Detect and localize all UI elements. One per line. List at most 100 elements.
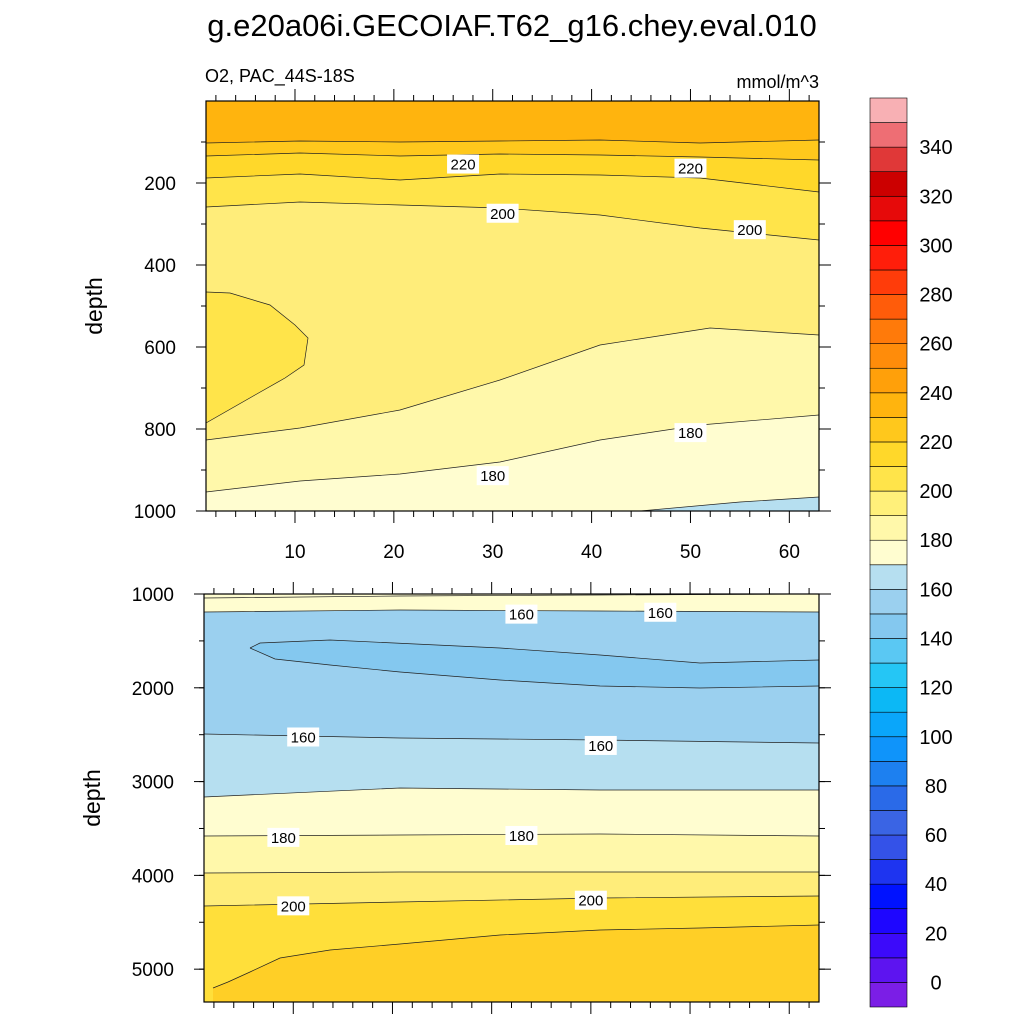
contour-label: 220 — [674, 158, 707, 178]
fill-210-220 — [213, 925, 819, 1002]
y-tick-label: 1000 — [134, 502, 176, 523]
contour-label-text: 200 — [737, 222, 762, 239]
chart-title: g.e20a06i.GECOIAF.T62_g16.chey.eval.010 — [207, 8, 816, 43]
contour-label-text: 160 — [291, 730, 316, 747]
contour-label: 180 — [267, 827, 300, 847]
colorbar-label: 220 — [919, 432, 952, 454]
upper-contour-labels: 220 220 200 200 180 180 — [447, 154, 766, 486]
colorbar-label: 100 — [919, 727, 952, 749]
colorbar-label: 180 — [919, 530, 952, 552]
x-tick-label: 40 — [581, 542, 602, 563]
colorbar-swatch — [869, 638, 908, 664]
fill-200-core — [206, 292, 308, 423]
contour-label: 200 — [733, 220, 766, 240]
fill-170-180 — [206, 415, 819, 511]
colorbar-swatch — [869, 564, 908, 590]
x-tick-label: 10 — [284, 542, 305, 563]
colorbar-swatch — [869, 589, 908, 615]
colorbar-label: 80 — [925, 776, 947, 798]
upper-contour-fill — [206, 101, 819, 511]
colorbar-swatch — [869, 417, 908, 443]
colorbar-label: 0 — [930, 972, 941, 994]
contour-label: 160 — [584, 735, 617, 755]
upper-y-ticks: 200 400 600 800 1000 — [134, 141, 831, 523]
y-tick-label: 200 — [144, 174, 176, 195]
colorbar-swatch — [869, 171, 908, 197]
contour-label-text: 220 — [451, 157, 476, 174]
contour-label-text: 200 — [490, 206, 515, 223]
contour-label: 220 — [447, 154, 480, 174]
colorbar-label: 60 — [925, 825, 947, 847]
colorbar-swatch — [869, 245, 908, 271]
colorbar-swatch — [869, 466, 908, 492]
colorbar-swatch — [869, 834, 908, 860]
colorbar-swatch — [869, 662, 908, 688]
colorbar-swatch — [869, 367, 908, 394]
colorbar-swatch — [869, 343, 908, 369]
colorbar-swatch — [869, 883, 908, 910]
colorbar-swatch — [869, 785, 908, 811]
colorbar-swatch — [869, 810, 908, 836]
y-tick-label: 1000 — [132, 585, 174, 606]
colorbar-label: 160 — [919, 579, 952, 601]
upper-panel: 220 220 200 200 180 180 200 400 600 800 1000 10 20… — [81, 89, 831, 563]
colorbar-swatch — [869, 932, 908, 959]
y-tick-label: 400 — [144, 256, 176, 277]
contour-label: 160 — [505, 604, 538, 624]
lower-x-ticks — [213, 582, 810, 1014]
contour-label: 160 — [644, 602, 677, 622]
colorbar-label: 120 — [919, 678, 952, 700]
x-tick-label: 60 — [779, 542, 800, 563]
colorbar-swatch — [869, 761, 908, 787]
fill-160-170 — [640, 497, 819, 511]
colorbar-label: 140 — [919, 628, 952, 650]
colorbar-swatch — [869, 220, 908, 246]
contour-label: 180 — [476, 466, 509, 486]
contour-label: 160 — [287, 727, 320, 747]
y-tick-label: 5000 — [132, 960, 174, 981]
upper-x-ticks: 10 20 30 40 50 60 — [215, 89, 810, 563]
x-tick-label: 50 — [680, 542, 701, 563]
colorbar-label: 200 — [919, 481, 952, 503]
contour-label: 200 — [486, 203, 519, 223]
colorbar-swatch — [869, 982, 908, 1008]
colorbar-swatch — [869, 515, 908, 541]
colorbar-swatch — [869, 318, 908, 344]
colorbar-swatch — [869, 294, 908, 320]
colorbar-swatch — [869, 908, 908, 934]
contour-label: 200 — [277, 896, 310, 916]
colorbar-label: 260 — [919, 334, 952, 356]
colorbar: 0 20 40 60 80 100 120 140 160 180 200 220 240 260 280 3… — [869, 97, 953, 1008]
colorbar-label: 320 — [919, 186, 952, 208]
lower-contour-fill — [204, 594, 819, 1002]
y-tick-label: 600 — [144, 338, 176, 359]
upper-y-axis-label: depth — [81, 277, 107, 335]
contour-label-text: 160 — [648, 605, 673, 622]
contour-label-text: 200 — [281, 898, 306, 915]
left-string: O2, PAC_44S-18S — [205, 66, 355, 87]
contour-label-text: 180 — [480, 468, 505, 485]
y-tick-label: 800 — [144, 420, 176, 441]
lower-y-ticks: 1000 2000 3000 4000 5000 — [132, 585, 831, 981]
colorbar-swatch — [869, 490, 908, 516]
contour-label-text: 180 — [271, 830, 296, 847]
colorbar-swatch — [869, 146, 908, 173]
contour-label-text: 220 — [678, 161, 703, 178]
colorbar-swatch — [869, 711, 908, 738]
x-tick-label: 30 — [482, 542, 503, 563]
colorbar-swatch — [869, 613, 908, 639]
colorbar-swatch — [869, 195, 908, 222]
colorbar-swatch — [869, 859, 908, 885]
contour-label-text: 180 — [509, 828, 534, 845]
contour-label-text: 180 — [678, 425, 703, 442]
contour-label: 200 — [574, 890, 607, 910]
colorbar-label: 340 — [919, 137, 952, 159]
x-tick-label: 20 — [383, 542, 404, 563]
colorbar-label: 280 — [919, 285, 952, 307]
colorbar-swatch — [869, 97, 908, 123]
y-tick-label: 2000 — [132, 679, 174, 700]
colorbar-swatch — [869, 441, 908, 467]
contour-label: 180 — [674, 423, 707, 443]
colorbar-swatch — [869, 392, 908, 418]
